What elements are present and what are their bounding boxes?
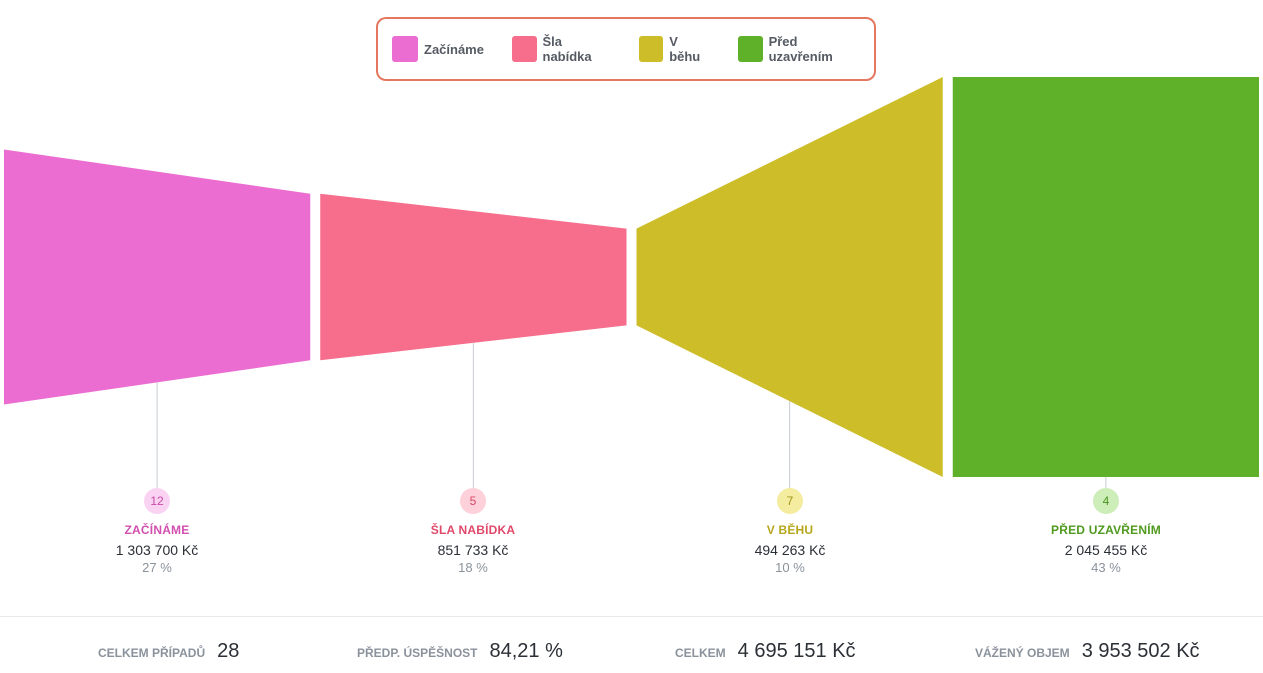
legend-label: Šla nabídka [542, 34, 592, 64]
summary-total: CELKEM 4 695 151 Kč [675, 640, 856, 663]
funnel-segment[interactable] [320, 193, 627, 361]
summary-total-cases: CELKEM PŘÍPADŮ 28 [98, 640, 239, 663]
stage-count-badge: 12 [144, 488, 170, 514]
stage-info-pred-uzavrenim: 4 PŘED UZAVŘENÍM 2 045 455 Kč 43 % [996, 488, 1216, 575]
stage-percent: 27 % [142, 560, 172, 575]
legend-item-v-behu[interactable]: V běhu [638, 34, 710, 64]
legend-item-sla-nabidka[interactable]: Šla nabídka [511, 34, 611, 64]
chart-legend: Začínáme Šla nabídka V běhu Před uzavřen… [376, 17, 876, 81]
stage-count-badge: 4 [1093, 488, 1119, 514]
summary-value: 4 695 151 Kč [737, 640, 856, 662]
stage-percent: 43 % [1091, 560, 1121, 575]
stage-info-sla-nabidka: 5 ŠLA NABÍDKA 851 733 Kč 18 % [363, 488, 583, 575]
stage-name: ZAČÍNÁME [124, 523, 190, 537]
stage-count-badge: 7 [777, 488, 803, 514]
summary-divider [0, 616, 1263, 617]
legend-swatch [392, 36, 418, 62]
legend-swatch [738, 36, 763, 62]
stage-info-zaciname: 12 ZAČÍNÁME 1 303 700 Kč 27 % [47, 488, 267, 575]
stage-percent: 10 % [775, 560, 805, 575]
stage-info-v-behu: 7 V BĚHU 494 263 Kč 10 % [680, 488, 900, 575]
summary-weighted-volume: VÁŽENÝ OBJEM 3 953 502 Kč [975, 640, 1200, 663]
summary-expected-success: PŘEDP. ÚSPĚŠNOST 84,21 % [357, 640, 563, 663]
legend-swatch [511, 36, 537, 62]
stage-amount: 494 263 Kč [754, 542, 826, 558]
summary-label: VÁŽENÝ OBJEM [975, 646, 1070, 660]
stage-name: V BĚHU [766, 523, 814, 537]
stage-name: ŠLA NABÍDKA [430, 523, 516, 537]
summary-value: 3 953 502 Kč [1081, 640, 1200, 662]
legend-swatch [638, 36, 664, 62]
stage-amount: 1 303 700 Kč [115, 542, 199, 558]
summary-label: PŘEDP. ÚSPĚŠNOST [357, 646, 478, 660]
funnel-segment[interactable] [4, 149, 311, 405]
stage-amount: 2 045 455 Kč [1064, 542, 1148, 558]
stage-name: PŘED UZAVŘENÍM [1051, 523, 1161, 537]
summary-value: 84,21 % [489, 640, 563, 662]
legend-item-pred-uzavrenim[interactable]: Před uzavřením [738, 34, 860, 64]
summary-label: CELKEM [675, 646, 726, 660]
stage-percent: 18 % [458, 560, 488, 575]
summary-value: 28 [217, 640, 240, 662]
summary-label: CELKEM PŘÍPADŮ [98, 646, 206, 660]
legend-label: Začínáme [424, 41, 484, 57]
funnel-segment[interactable] [952, 77, 1259, 477]
legend-label: Před uzavřením [768, 34, 833, 64]
stage-amount: 851 733 Kč [437, 542, 509, 558]
legend-item-zaciname[interactable]: Začínáme [392, 36, 484, 62]
funnel-segment[interactable] [636, 77, 943, 477]
legend-label: V běhu [669, 34, 701, 64]
stage-count-badge: 5 [460, 488, 486, 514]
